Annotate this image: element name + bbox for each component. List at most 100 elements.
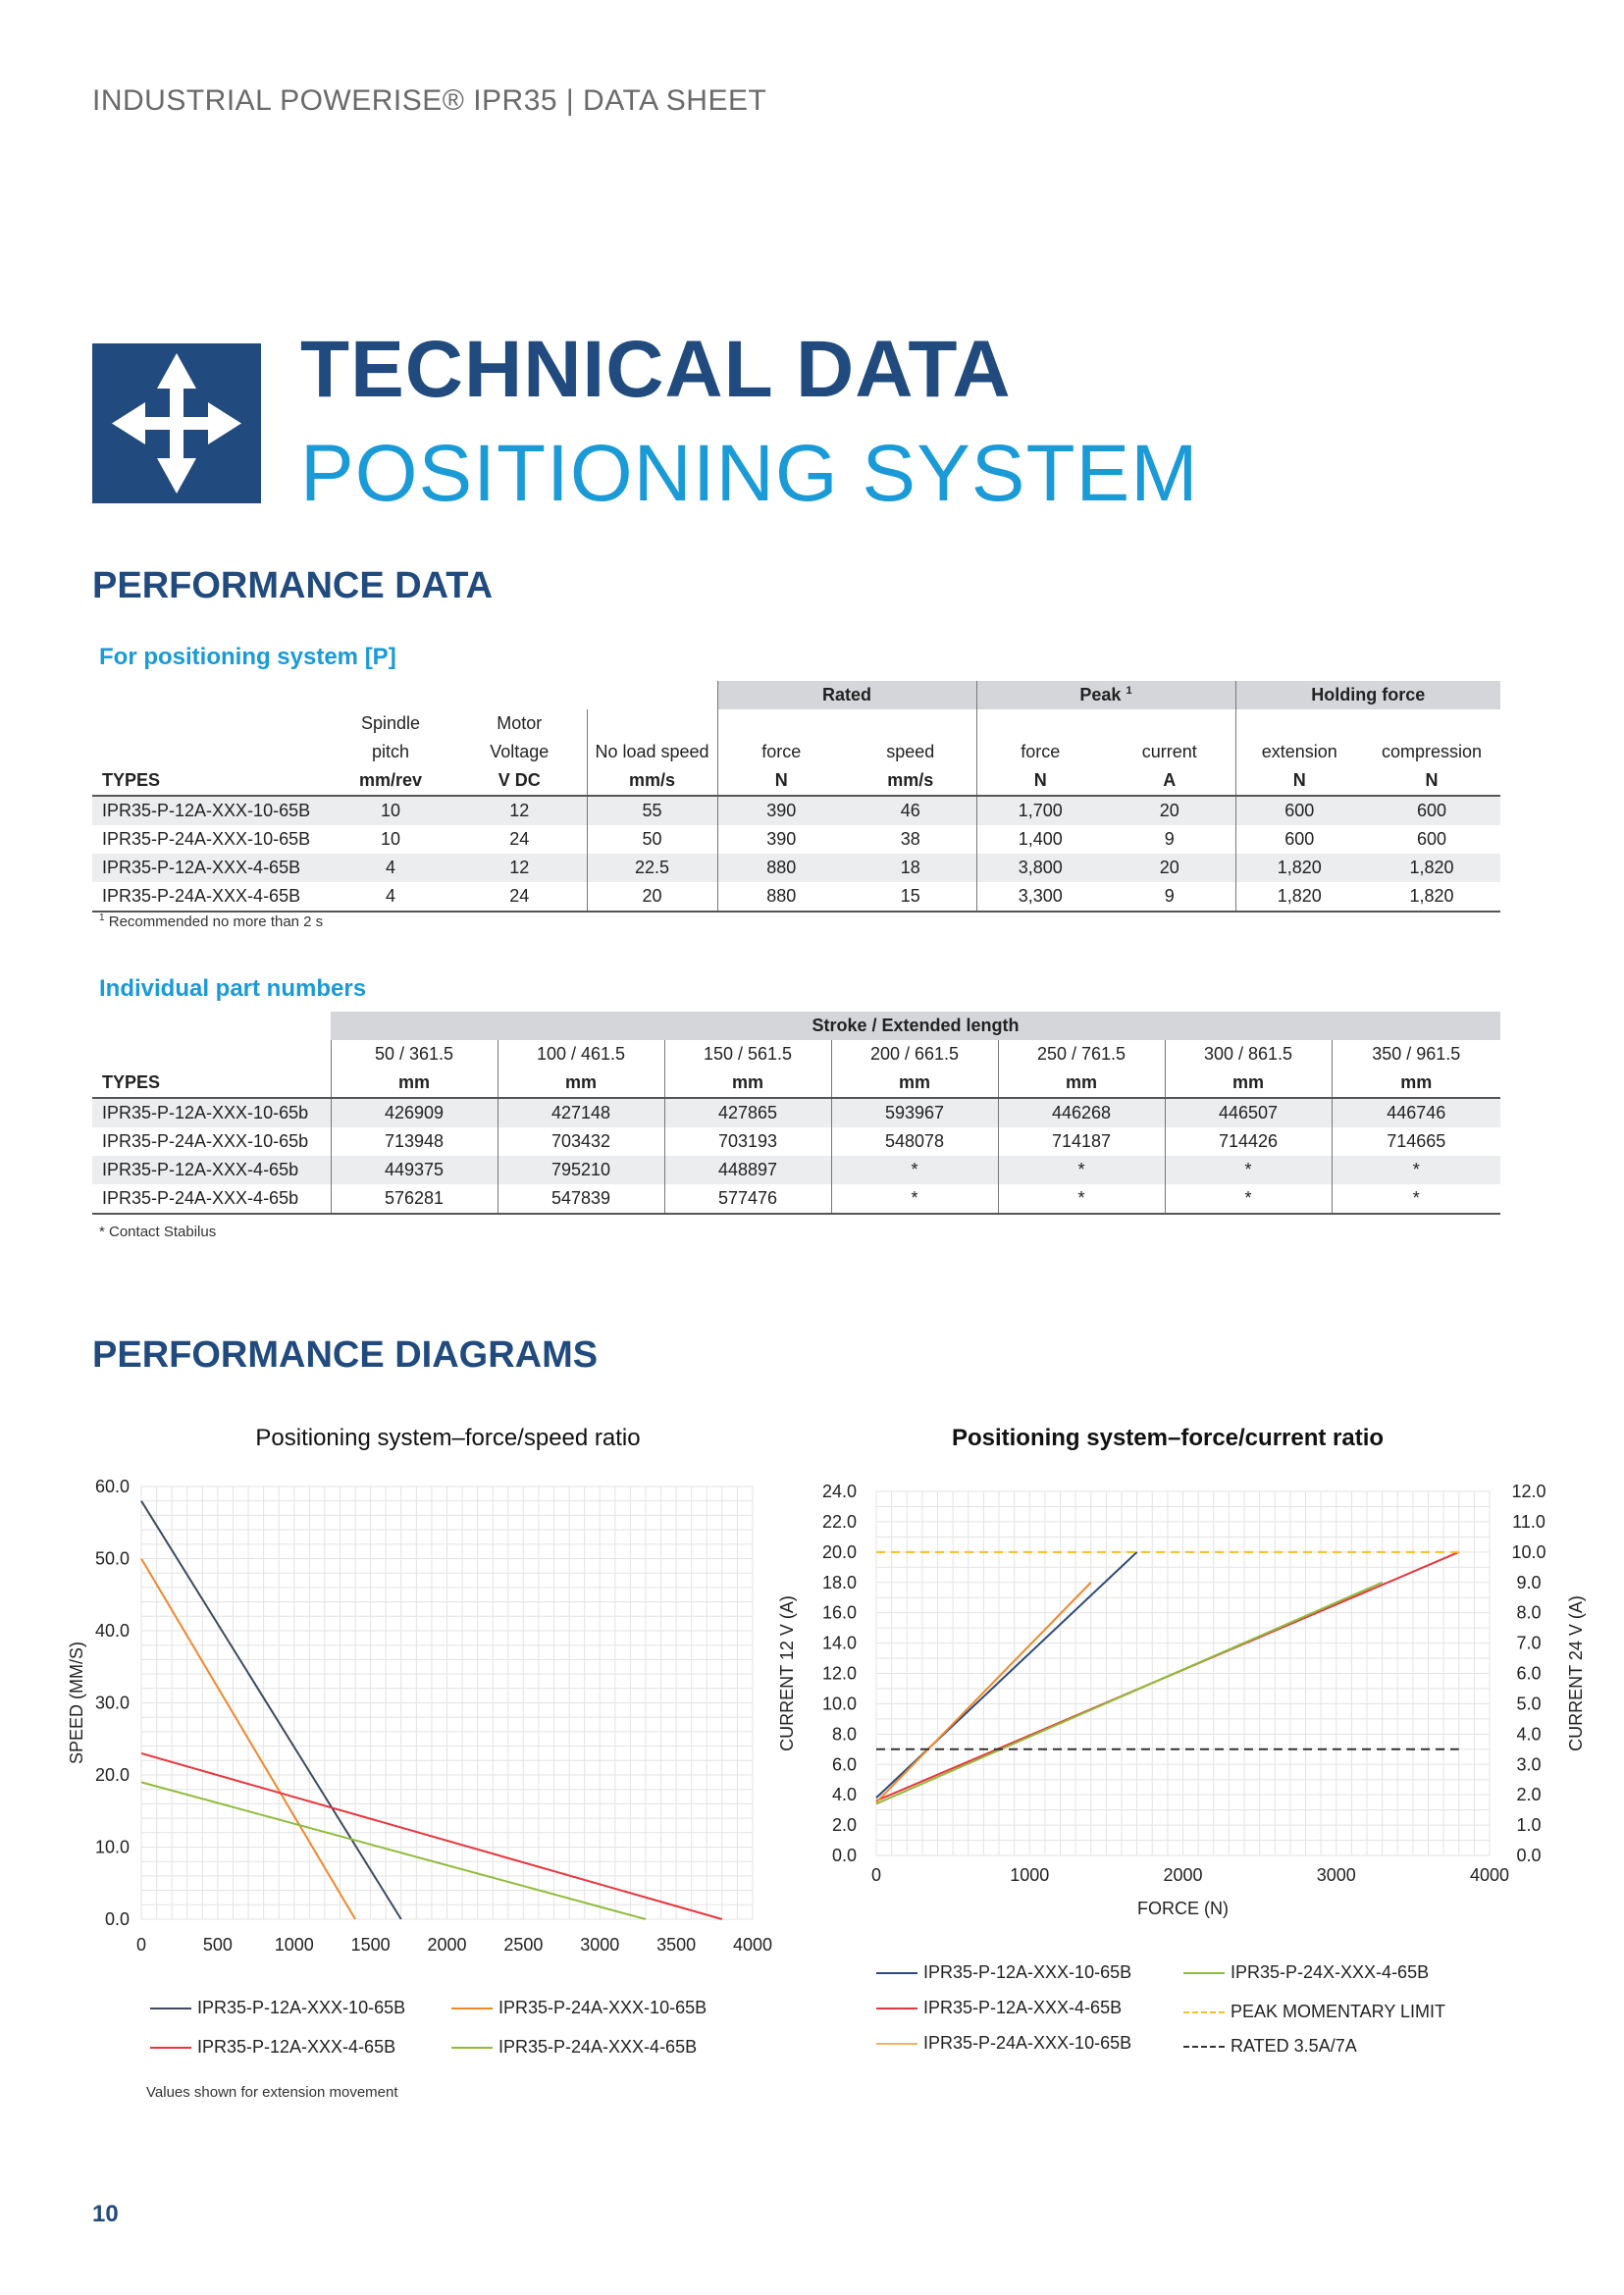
col-name: 200 / 661.5 [830,1040,998,1069]
x-tick-label: 2000 [1163,1865,1202,1885]
x-tick-label: 3500 [656,1935,696,1955]
series-line [140,1781,647,1920]
value-cell: 10 [380,829,401,849]
table-row: IPR35-P-12A-XXX-10-65B 10 12 55 390 46 1,700 20… [92,796,1500,825]
chart-grid [140,1486,754,1920]
col-unit: mm [997,1069,1165,1099]
y-axis-label: SPEED (MM/S) [67,1642,86,1764]
x-tick-label: 4000 [1470,1865,1509,1885]
value-cell: 38 [900,829,920,849]
col-name: Voltage [490,742,550,761]
part-number-cell: * [830,1156,998,1184]
y2-tick-label: 1.0 [1516,1815,1541,1835]
performance-diagrams-heading: PERFORMANCE DIAGRAMS [92,1334,599,1376]
move-arrows-icon [92,343,261,503]
types-label: TYPES [92,766,329,797]
value-cell: 46 [845,796,976,825]
value-cell: 24 [452,882,587,913]
series-line [140,1557,356,1920]
y-tick-label: 20.0 [95,1765,130,1785]
col-unit: N [1234,766,1363,797]
x-tick-label: 3000 [580,1935,619,1955]
force-speed-chart: 0 500 1000 1500 2000 2500 3000 3500 4000 0.0 10.0 2… [67,1477,772,1972]
y2-tick-label: 11.0 [1512,1512,1545,1532]
y2-tick-label: 2.0 [1516,1785,1541,1804]
part-number-cell: 548078 [830,1127,998,1156]
col-unit: N [716,766,845,797]
value-cell: 1,820 [1363,882,1500,913]
x-tick-label: 2000 [427,1935,466,1955]
part-number-cell: * [1331,1184,1500,1215]
value-cell: 20 [1104,854,1235,882]
part-number-cell: 427148 [497,1098,664,1127]
y2-tick-label: 8.0 [1516,1603,1541,1623]
legend-item: PEAK MOMENTARY LIMIT [1183,2002,1445,2022]
group-stroke: Stroke / Extended length [331,1012,1500,1040]
legend-swatch [150,2047,191,2050]
series-line [875,1581,1384,1805]
y-tick-label: 12.0 [822,1664,857,1684]
part-number-cell: 714426 [1164,1127,1332,1156]
page-number: 10 [92,2201,119,2227]
value-cell: 390 [716,796,845,825]
col-unit: A [1104,766,1235,797]
legend-swatch [451,2047,493,2050]
part-number-cell: 426909 [330,1098,498,1127]
performance-footnote: 1 Recommended no more than 2 s [99,913,324,930]
y2-tick-label: 0.0 [1516,1846,1541,1865]
col-name: speed [886,742,935,761]
y-tick-label: 14.0 [822,1634,857,1653]
part-number-cell: 713948 [330,1127,498,1156]
col-unit: mm/rev [329,766,452,797]
series-line [875,1582,1092,1803]
x-tick-label: 1500 [351,1935,391,1955]
performance-data-table: Rated Peak 1 Holding force Spindle Motor… [92,681,1500,913]
part-number-cell: 427865 [663,1098,831,1127]
table-row: IPR35-P-24A-XXX-4-65b 576281 547839 577476 *… [92,1184,1500,1215]
type-cell: IPR35-P-12A-XXX-10-65b [92,1098,331,1127]
group-holding-force: Holding force [1234,681,1500,709]
part-number-cell: 703432 [497,1127,664,1156]
part-number-cell: 448897 [663,1156,831,1184]
types-label: TYPES [92,1069,331,1099]
x-tick-label: 0 [871,1865,881,1885]
value-cell: 880 [716,882,845,913]
legend-swatch [876,2008,917,2010]
group-rated: Rated [716,681,976,709]
col-unit: mm/s [586,766,717,797]
part-number-cell: * [997,1184,1165,1215]
col-name: pitch [371,742,410,761]
col-name: 300 / 861.5 [1164,1040,1332,1069]
part-number-cell: 446746 [1331,1098,1500,1127]
value-cell: 1,400 [975,825,1104,854]
x-tick-label: 0 [136,1935,146,1955]
col-name: current [1141,742,1197,761]
value-cell: 9 [1104,882,1235,913]
legend-item: IPR35-P-12A-XXX-4-65B [876,1998,1122,2018]
y2-tick-label: 10.0 [1511,1542,1545,1562]
part-numbers-table: Stroke / Extended length 50 / 361.5 100 /… [92,1012,1500,1215]
legend-item: IPR35-P-12A-XXX-4-65B [150,2037,395,2058]
positioning-system-subheading: For positioning system [P] [99,644,396,670]
col-unit: mm [1164,1069,1332,1099]
y-tick-label: 6.0 [832,1754,857,1774]
y2-tick-label: 7.0 [1516,1634,1541,1653]
legend-swatch [1183,2011,1225,2014]
chart-grid [875,1490,1491,1856]
table-row: IPR35-P-24A-XXX-10-65B 10 24 50 390 38 1,400 9 6… [92,825,1500,854]
value-cell: 1,700 [975,796,1104,825]
table-row: IPR35-P-12A-XXX-4-65B 4 12 22.5 880 18 3,800 20… [92,854,1500,882]
y-tick-label: 60.0 [95,1477,130,1496]
y-tick-label: 50.0 [95,1549,130,1569]
value-cell: 55 [586,796,717,825]
x-tick-label: 500 [203,1935,233,1955]
value-cell: 390 [716,825,845,854]
y2-tick-label: 6.0 [1516,1664,1541,1684]
col-name: 150 / 561.5 [663,1040,831,1069]
performance-data-heading: PERFORMANCE DATA [92,565,494,606]
col-name: force [975,738,1104,766]
legend-swatch [150,2008,191,2010]
part-numbers-footnote: * Contact Stabilus [99,1224,217,1240]
col-name: force [716,738,845,766]
table-row: IPR35-P-12A-XXX-10-65b 426909 427148 427865… [92,1098,1500,1127]
